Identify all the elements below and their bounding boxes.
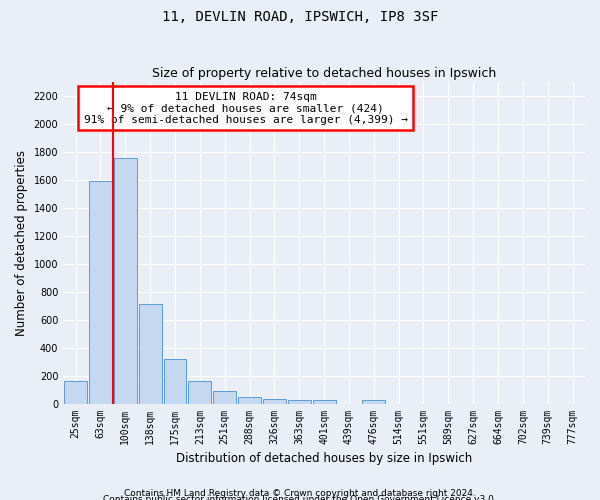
Bar	[288, 400, 311, 404]
Bar	[89, 182, 112, 404]
Bar	[362, 400, 385, 404]
Bar	[213, 391, 236, 404]
Bar	[238, 396, 261, 404]
Bar	[188, 381, 211, 404]
Text: Contains HM Land Registry data © Crown copyright and database right 2024.: Contains HM Land Registry data © Crown c…	[124, 488, 476, 498]
Bar	[64, 381, 87, 404]
Y-axis label: Number of detached properties: Number of detached properties	[15, 150, 28, 336]
Bar	[263, 398, 286, 404]
Bar	[164, 359, 187, 404]
X-axis label: Distribution of detached houses by size in Ipswich: Distribution of detached houses by size …	[176, 452, 472, 465]
Bar	[114, 158, 137, 404]
Title: Size of property relative to detached houses in Ipswich: Size of property relative to detached ho…	[152, 66, 496, 80]
Bar	[313, 400, 335, 404]
Text: 11, DEVLIN ROAD, IPSWICH, IP8 3SF: 11, DEVLIN ROAD, IPSWICH, IP8 3SF	[162, 10, 438, 24]
Bar	[139, 304, 161, 404]
Text: Contains public sector information licensed under the Open Government Licence v3: Contains public sector information licen…	[103, 495, 497, 500]
Text: 11 DEVLIN ROAD: 74sqm
← 9% of detached houses are smaller (424)
91% of semi-deta: 11 DEVLIN ROAD: 74sqm ← 9% of detached h…	[84, 92, 408, 125]
